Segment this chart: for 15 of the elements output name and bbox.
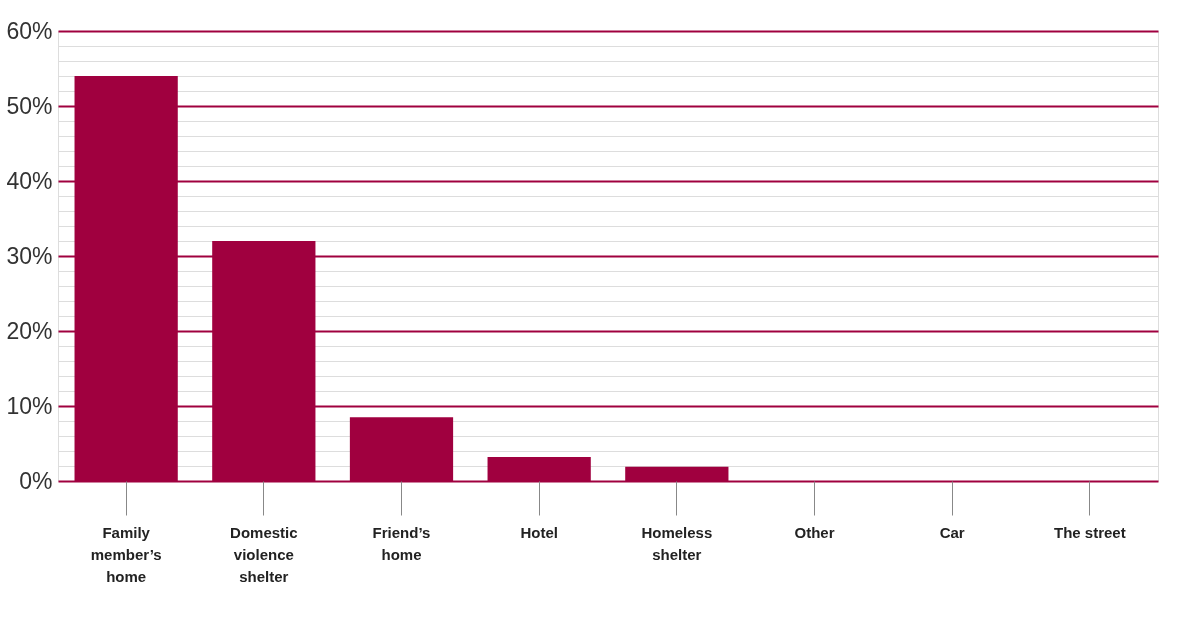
y-tick-label: 0% xyxy=(19,467,53,494)
y-tick-label: 40% xyxy=(6,167,53,194)
x-tick-label: Car xyxy=(939,523,965,541)
x-tick-label: Homeless shelter xyxy=(641,523,713,563)
y-tick-label: 30% xyxy=(6,242,53,269)
x-tick-label: The street xyxy=(1054,523,1126,541)
x-tick-label: Domestic violence shelter xyxy=(230,523,298,585)
y-tick-label: 10% xyxy=(6,392,53,419)
x-tick-label: Hotel xyxy=(520,523,558,541)
y-tick-label: 60% xyxy=(6,17,53,44)
x-tick-label: Friend’s home xyxy=(372,523,431,563)
y-tick-label: 50% xyxy=(6,92,53,119)
y-tick-label: 20% xyxy=(6,317,53,344)
x-tick-label: Family member’s home xyxy=(90,523,162,585)
x-tick-label: Other xyxy=(794,523,835,541)
